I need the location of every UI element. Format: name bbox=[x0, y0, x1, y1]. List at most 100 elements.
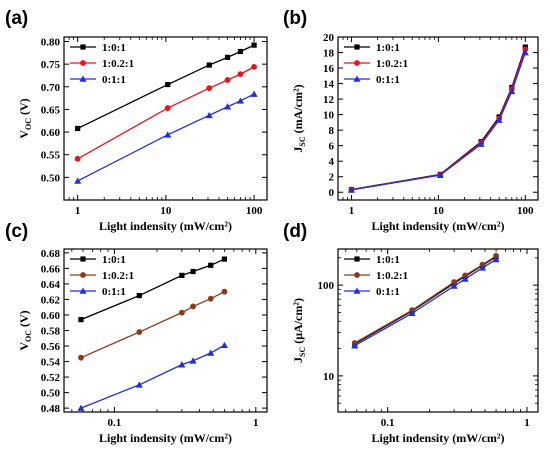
data-point bbox=[206, 62, 212, 68]
data-point bbox=[75, 125, 81, 132]
data-point bbox=[221, 288, 228, 295]
data-point bbox=[164, 131, 172, 138]
x-axis-title: Light indensity (mW/cm²) bbox=[372, 431, 505, 445]
x-axis-title: Light indensity (mW/cm²) bbox=[99, 219, 232, 233]
series-line bbox=[354, 255, 497, 344]
data-point bbox=[220, 341, 228, 349]
y-tick-label: 0.68 bbox=[41, 248, 61, 260]
data-point bbox=[408, 309, 416, 317]
y-tick-label: 0.60 bbox=[41, 310, 61, 322]
y-axis-title: VOC (V) bbox=[17, 98, 33, 138]
data-point bbox=[136, 329, 143, 335]
y-tick-label: 2 bbox=[329, 172, 335, 184]
y-axis-title-sub: SC bbox=[298, 347, 307, 357]
series-line bbox=[80, 344, 225, 409]
legend-label: 0:1:1 bbox=[102, 286, 126, 298]
data-point bbox=[178, 361, 186, 368]
legend-marker bbox=[354, 272, 360, 278]
chart-panel-3: (c) 0.1 1 0.48 0.50 0.52 0.54 0.56 0.58 0.60 0.62 0… bbox=[5, 221, 268, 445]
y-tick-label: 0 bbox=[329, 187, 335, 199]
data-point bbox=[178, 309, 185, 316]
legend-marker bbox=[354, 256, 360, 262]
y-axis-title-unit: (V) bbox=[17, 98, 31, 118]
data-point bbox=[479, 264, 487, 271]
data-point bbox=[164, 105, 171, 111]
data-point bbox=[250, 90, 258, 97]
legend-label: 1:0.2:1 bbox=[102, 58, 134, 70]
series-line bbox=[77, 93, 255, 182]
y-axis-title-unit: (μA/cm²) bbox=[291, 298, 305, 347]
y-tick-label: 0.80 bbox=[41, 37, 61, 49]
legend-label: 1:0:1 bbox=[376, 254, 400, 266]
y-axis-title-sub: OC bbox=[24, 330, 33, 342]
y-tick-label: 0.50 bbox=[41, 388, 61, 400]
panel-label: (a) bbox=[5, 8, 28, 29]
data-point bbox=[190, 303, 196, 310]
x-tick-label: 0.1 bbox=[108, 417, 122, 429]
y-axis-title-unit: (V) bbox=[17, 310, 31, 330]
panel-label: (d) bbox=[283, 221, 307, 242]
x-axis-title: Light indensity (mW/cm²) bbox=[99, 431, 232, 445]
x-tick-label: 100 bbox=[517, 205, 534, 217]
data-point bbox=[78, 354, 84, 361]
data-point bbox=[206, 85, 213, 92]
data-point bbox=[495, 116, 503, 123]
data-point bbox=[208, 262, 214, 268]
data-point bbox=[237, 48, 244, 55]
y-axis-title-sub: OC bbox=[24, 118, 33, 130]
y-axis-title: VOC (V) bbox=[17, 310, 33, 350]
panel-label: (c) bbox=[5, 221, 28, 242]
legend-marker bbox=[80, 272, 86, 278]
y-tick-label: 100 bbox=[318, 280, 335, 292]
y-tick-label: 18 bbox=[323, 48, 335, 60]
data-point bbox=[462, 272, 469, 279]
data-point bbox=[436, 171, 444, 178]
data-point bbox=[251, 63, 258, 70]
data-point bbox=[351, 342, 359, 349]
y-tick-label: 0.48 bbox=[41, 403, 61, 415]
x-tick-label: 10 bbox=[160, 205, 172, 217]
data-point bbox=[224, 103, 232, 110]
y-tick-label: 0.60 bbox=[41, 127, 61, 139]
y-axis-title-sub: SC bbox=[298, 136, 307, 146]
y-tick-label: 0.58 bbox=[41, 326, 61, 338]
y-tick-label: 0.52 bbox=[41, 372, 61, 384]
data-point bbox=[450, 282, 458, 289]
data-point bbox=[224, 77, 231, 83]
y-tick-label: 10 bbox=[323, 110, 335, 122]
data-point bbox=[136, 292, 142, 299]
legend-marker bbox=[80, 44, 86, 50]
y-tick-label: 6 bbox=[329, 141, 335, 153]
legend-marker bbox=[80, 60, 86, 66]
x-tick-label: 1 bbox=[349, 205, 355, 217]
y-tick-label: 20 bbox=[323, 32, 335, 44]
data-point bbox=[74, 155, 81, 162]
legend-marker bbox=[354, 60, 360, 66]
y-tick-label: 0.62 bbox=[41, 294, 61, 306]
legend-marker bbox=[79, 287, 87, 294]
y-tick-label: 0.66 bbox=[41, 263, 61, 275]
plot-frame bbox=[63, 248, 268, 413]
legend-label: 1:0:1 bbox=[102, 42, 126, 54]
plot-frame bbox=[63, 36, 268, 201]
y-tick-label: 0.70 bbox=[41, 82, 61, 94]
y-tick-label: 10 bbox=[323, 371, 335, 383]
legend-label: 0:1:1 bbox=[376, 74, 400, 86]
chart-panel-2: (b) 1 10 100 0 2 4 6 8 10 12 14 16 18 20 Light indensit… bbox=[283, 8, 539, 233]
data-point bbox=[77, 404, 85, 411]
y-tick-label: 16 bbox=[323, 63, 335, 75]
x-tick-label: 1 bbox=[253, 417, 259, 429]
data-point bbox=[207, 295, 214, 302]
x-axis-title: Light indensity (mW/cm²) bbox=[372, 219, 505, 233]
chart-panel-1: (a) 1 10 100 0.50 0.55 0.60 0.65 0.70 0.75 0.80 Lig… bbox=[5, 8, 268, 233]
data-point bbox=[189, 357, 197, 364]
y-axis-title-unit: (mA/cm²) bbox=[291, 84, 305, 136]
legend-label: 1:0.2:1 bbox=[376, 270, 408, 282]
data-point bbox=[492, 255, 500, 263]
x-tick-label: 100 bbox=[246, 205, 263, 217]
y-tick-label: 4 bbox=[329, 156, 335, 168]
data-point bbox=[78, 317, 84, 323]
legend-label: 1:0:1 bbox=[376, 42, 400, 54]
data-point bbox=[237, 71, 244, 78]
